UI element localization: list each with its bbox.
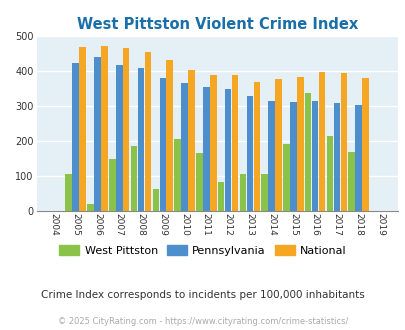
Bar [347,152,354,211]
Bar [224,89,231,211]
Bar [152,189,159,211]
Bar [116,65,122,211]
Bar [246,96,252,211]
Text: Crime Index corresponds to incidents per 100,000 inhabitants: Crime Index corresponds to incidents per… [41,290,364,300]
Bar [362,78,368,211]
Bar [159,78,166,211]
Bar [326,136,333,211]
Bar [87,204,94,211]
Bar [296,77,303,211]
Bar [318,72,324,211]
Bar [166,60,173,211]
Bar [181,83,188,211]
Text: © 2025 CityRating.com - https://www.cityrating.com/crime-statistics/: © 2025 CityRating.com - https://www.city… [58,317,347,326]
Bar [333,103,339,211]
Bar [72,63,79,211]
Bar [202,87,209,211]
Bar [209,76,216,211]
Bar [79,47,86,211]
Bar [290,102,296,211]
Bar [109,159,115,211]
Bar [261,175,267,211]
Bar [137,69,144,211]
Bar [217,182,224,211]
Bar [174,140,180,211]
Bar [123,48,129,211]
Bar [130,146,137,211]
Bar [268,101,274,211]
Bar [188,70,194,211]
Bar [196,153,202,211]
Bar [101,46,107,211]
Bar [311,101,318,211]
Legend: West Pittston, Pennsylvania, National: West Pittston, Pennsylvania, National [54,241,351,260]
Bar [253,82,260,211]
Bar [282,144,289,211]
Bar [231,76,238,211]
Bar [304,93,311,211]
Bar [239,175,245,211]
Title: West Pittston Violent Crime Index: West Pittston Violent Crime Index [77,17,357,32]
Bar [65,175,72,211]
Bar [354,105,361,211]
Bar [275,79,281,211]
Bar [144,52,151,211]
Bar [94,57,100,211]
Bar [340,73,346,211]
